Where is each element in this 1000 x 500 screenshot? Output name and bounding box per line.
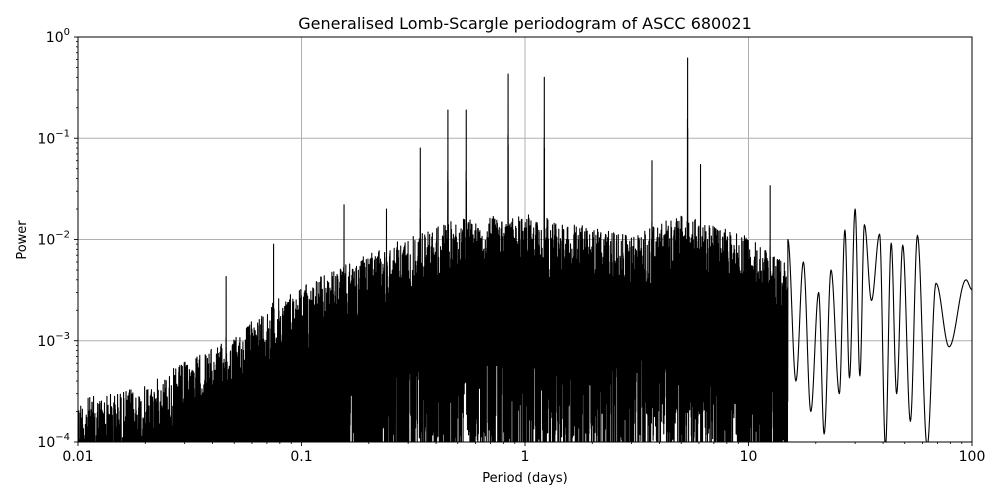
periodogram-line (78, 57, 972, 442)
y-axis-ticks: 10−4 10−3 10−2 10−1 100 (37, 27, 78, 451)
y-tick-label: 10−1 (37, 128, 70, 147)
x-axis-label: Period (days) (482, 471, 568, 486)
x-axis-ticks: 0.01 0.1 1 10 100 (62, 442, 985, 465)
x-tick-label: 100 (959, 449, 986, 465)
y-tick-label: 100 (46, 27, 70, 46)
y-tick-label: 10−4 (37, 432, 70, 451)
x-tick-label: 0.1 (290, 449, 312, 465)
x-tick-label: 10 (740, 449, 758, 465)
plot-area (78, 57, 972, 442)
x-tick-label: 1 (521, 449, 530, 465)
y-axis-label: Power (15, 220, 30, 260)
x-tick-label: 0.01 (62, 449, 93, 465)
y-tick-label: 10−2 (37, 230, 70, 249)
y-tick-label: 10−3 (37, 331, 70, 350)
chart-title: Generalised Lomb-Scargle periodogram of … (298, 14, 752, 33)
